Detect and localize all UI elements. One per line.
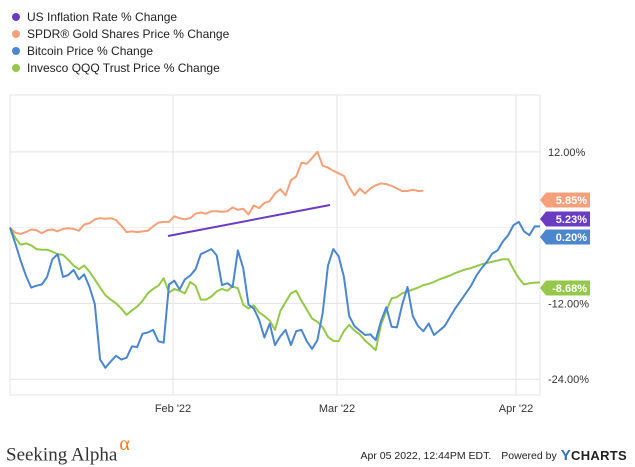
end-value-label: -8.68% xyxy=(552,283,587,295)
alpha-icon: α xyxy=(119,433,130,455)
legend-item-bitcoin[interactable]: Bitcoin Price % Change xyxy=(6,42,229,59)
legend-item-inflation[interactable]: US Inflation Rate % Change xyxy=(6,8,229,25)
x-tick-label: Feb '22 xyxy=(155,403,191,415)
end-value-tag xyxy=(540,280,590,296)
legend-dot-icon xyxy=(12,12,20,21)
series-line-2 xyxy=(9,220,540,369)
seeking-alpha-logo: Seeking Alpha α xyxy=(6,433,130,466)
footer-note: Apr 05 2022, 12:44PM EDT. Powered by YCH… xyxy=(361,447,627,464)
x-tick-label: Mar '22 xyxy=(319,403,355,415)
end-value-label: 5.85% xyxy=(556,195,587,207)
end-value-label: 5.23% xyxy=(556,214,587,226)
end-value-tag xyxy=(540,192,590,208)
legend-dot-icon xyxy=(12,46,20,55)
end-value-label: 0.20% xyxy=(556,232,587,244)
series-line-3 xyxy=(9,227,541,352)
x-tick-label: Apr '22 xyxy=(499,403,534,415)
ycharts-logo: YCHARTS xyxy=(560,447,627,464)
legend-item-qqq[interactable]: Invesco QQQ Trust Price % Change xyxy=(6,59,229,76)
plot-frame xyxy=(9,94,541,396)
y-tick-label: -12.00% xyxy=(548,298,589,310)
legend-label: Bitcoin Price % Change xyxy=(27,43,154,58)
series-line-1 xyxy=(9,150,424,235)
legend-item-gold[interactable]: SPDR® Gold Shares Price % Change xyxy=(6,25,229,42)
legend-dot-icon xyxy=(12,63,20,72)
brand-name: Seeking Alpha xyxy=(6,444,118,466)
legend-label: SPDR® Gold Shares Price % Change xyxy=(27,26,230,41)
y-tick-label: 12.00% xyxy=(548,147,586,159)
legend: US Inflation Rate % Change SPDR® Gold Sh… xyxy=(6,8,229,76)
y-tick-label: -24.00% xyxy=(548,374,589,386)
end-value-tag xyxy=(540,229,590,245)
end-value-tag xyxy=(540,211,590,227)
series-line-0 xyxy=(167,204,331,237)
legend-label: US Inflation Rate % Change xyxy=(27,9,178,24)
legend-dot-icon xyxy=(12,29,20,38)
legend-label: Invesco QQQ Trust Price % Change xyxy=(27,60,220,75)
timestamp: Apr 05 2022, 12:44PM EDT. xyxy=(360,449,492,462)
powered-by: Powered by xyxy=(501,449,557,462)
